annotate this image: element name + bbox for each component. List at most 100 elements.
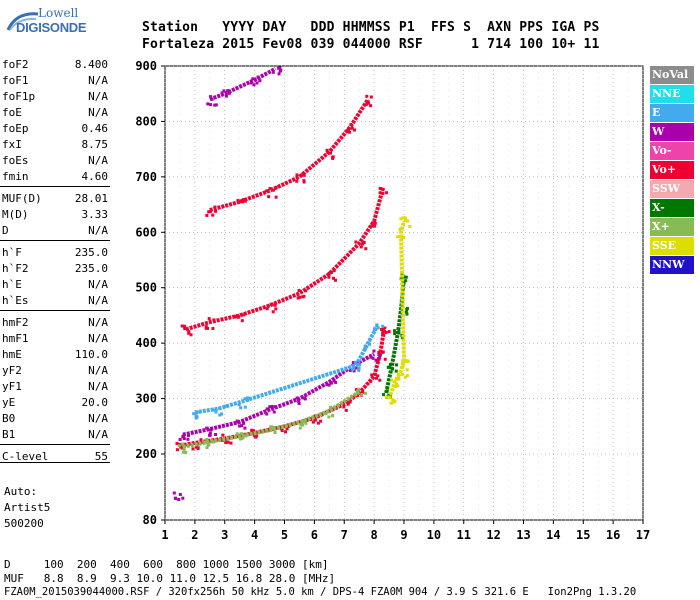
data-point [405, 312, 409, 316]
data-point [359, 245, 363, 249]
param-row: h`E N/A [2, 278, 108, 294]
data-point [274, 307, 278, 311]
data-point [280, 429, 284, 432]
data-point [246, 396, 250, 400]
data-point [210, 97, 214, 101]
param-name: h`F [2, 246, 22, 259]
data-point [393, 329, 396, 333]
data-point [400, 336, 404, 340]
param-separator [0, 444, 110, 445]
data-point [360, 393, 364, 396]
data-point [191, 447, 195, 451]
footer-muf-row: MUF 8.8 8.9 9.3 10.0 11.0 12.5 16.8 28.0… [4, 572, 336, 585]
param-row: yF1 N/A [2, 380, 108, 396]
data-point [194, 445, 198, 449]
param-value: N/A [88, 380, 108, 393]
data-point [238, 424, 242, 428]
data-point [387, 330, 391, 334]
data-point [378, 378, 382, 382]
y-tick-label: 900 [135, 59, 157, 73]
param-value: 235.0 [74, 262, 108, 275]
data-point [346, 130, 350, 134]
data-point [204, 326, 208, 330]
header-values: Fortaleza 2015 Fev08 039 044000 RSF 1 71… [142, 37, 600, 52]
data-point [396, 372, 400, 376]
param-name: fmin [2, 170, 29, 183]
data-point [279, 427, 283, 431]
data-point [366, 100, 370, 104]
data-point [239, 406, 243, 410]
data-point [270, 302, 274, 306]
data-point [209, 95, 213, 99]
x-tick-label: 15 [576, 528, 590, 542]
data-point [383, 357, 387, 361]
data-point [221, 433, 225, 437]
data-point [183, 327, 187, 331]
data-point [274, 185, 278, 189]
data-point [271, 70, 275, 74]
param-value: N/A [88, 106, 108, 119]
data-point [303, 420, 307, 424]
logo-line2: DIGISONDE [16, 20, 87, 35]
param-row: B0 N/A [2, 412, 108, 428]
param-value: 55 [94, 450, 108, 463]
param-value: 4.60 [81, 170, 109, 183]
x-tick-label: 1 [161, 528, 168, 542]
data-point [373, 221, 377, 225]
param-value: 28.01 [74, 192, 108, 205]
data-point [285, 427, 289, 431]
data-point [243, 434, 247, 438]
param-name: hmE [2, 348, 22, 361]
data-point [372, 349, 376, 353]
data-point [356, 389, 360, 393]
x-tick-label: 12 [486, 528, 500, 542]
x-tick-label: 11 [457, 528, 471, 542]
x-tick-label: 2 [191, 528, 198, 542]
data-point [380, 350, 384, 354]
param-value: N/A [88, 332, 108, 345]
data-point [295, 173, 299, 177]
data-point [243, 397, 247, 401]
data-point [258, 79, 262, 83]
x-tick-label: 5 [281, 528, 288, 542]
data-point [212, 440, 216, 444]
param-name: foF1 [2, 74, 29, 87]
x-tick-label: 3 [221, 528, 228, 542]
data-point [199, 438, 203, 442]
data-point [377, 350, 381, 354]
param-separator [0, 310, 110, 311]
data-point [311, 420, 315, 424]
data-point [390, 378, 394, 382]
y-tick-label: 200 [135, 447, 157, 461]
data-point [397, 330, 401, 334]
data-point [357, 368, 361, 372]
data-point [373, 372, 377, 376]
legend-item: X- [650, 199, 694, 217]
data-point [327, 275, 331, 279]
x-tick-label: 14 [546, 528, 560, 542]
data-point [394, 382, 398, 386]
y-tick-label: 300 [135, 392, 157, 406]
data-point [386, 365, 390, 369]
param-name: B1 [2, 428, 16, 441]
data-point [212, 318, 216, 322]
data-point [354, 360, 358, 364]
param-name: yF2 [2, 364, 22, 377]
data-point [213, 103, 217, 107]
y-tick-label: 600 [135, 225, 157, 239]
x-tick-label: 6 [311, 528, 318, 542]
data-point [238, 200, 242, 204]
param-row: hmF1 N/A [2, 332, 108, 348]
data-point [302, 180, 306, 184]
data-point [304, 421, 308, 425]
data-point [355, 361, 359, 365]
data-point [218, 413, 222, 417]
data-point [298, 426, 302, 430]
data-point [316, 421, 320, 425]
data-point [353, 128, 356, 132]
data-point [214, 410, 218, 414]
data-point [189, 333, 193, 337]
data-point [204, 440, 208, 444]
data-point [277, 72, 281, 76]
data-point [381, 331, 385, 335]
